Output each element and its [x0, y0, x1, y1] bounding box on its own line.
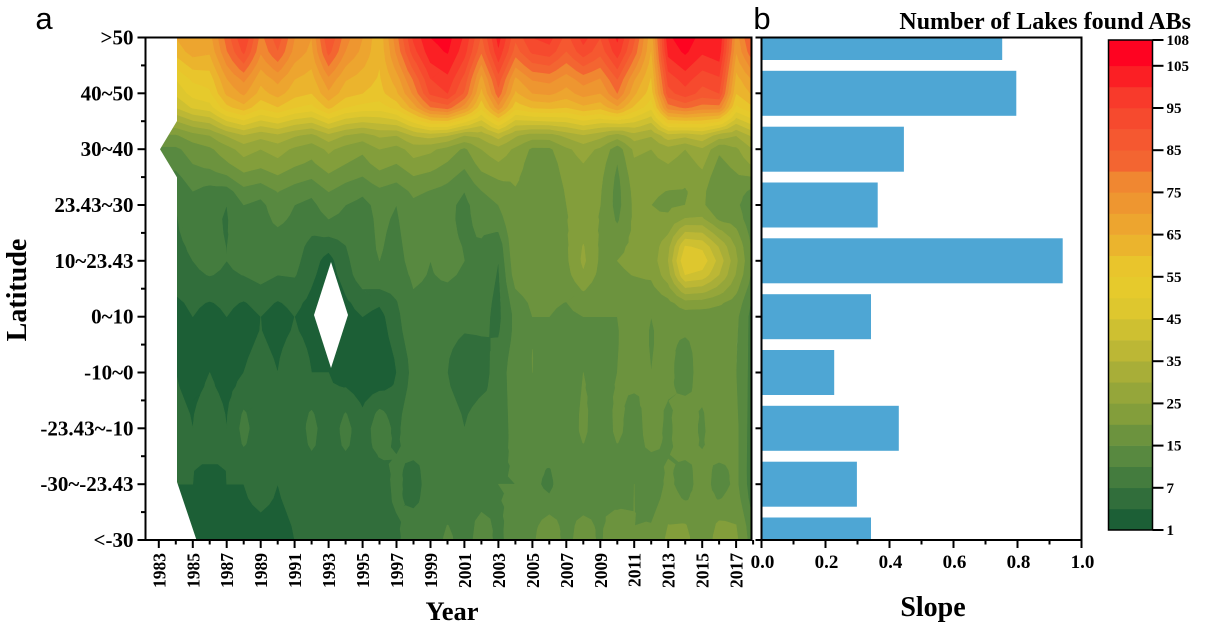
svg-text:105: 105	[1167, 59, 1190, 75]
svg-text:2017: 2017	[727, 553, 747, 588]
svg-text:0.4: 0.4	[879, 552, 903, 573]
svg-text:25: 25	[1167, 396, 1182, 412]
svg-text:1997: 1997	[387, 553, 407, 588]
svg-text:1989: 1989	[251, 553, 271, 588]
svg-text:2013: 2013	[659, 553, 679, 588]
svg-text:0.8: 0.8	[1007, 552, 1031, 573]
svg-text:>50: >50	[101, 26, 134, 50]
svg-text:Latitude: Latitude	[2, 239, 33, 342]
svg-text:b: b	[753, 1, 770, 36]
svg-text:40~50: 40~50	[81, 81, 134, 105]
svg-text:75: 75	[1167, 185, 1182, 201]
svg-text:35: 35	[1167, 354, 1182, 370]
svg-text:1985: 1985	[183, 553, 203, 588]
svg-text:1993: 1993	[319, 553, 339, 588]
svg-text:7: 7	[1167, 481, 1175, 497]
svg-text:1991: 1991	[285, 553, 305, 588]
svg-text:45: 45	[1167, 312, 1182, 328]
svg-text:Slope: Slope	[900, 592, 965, 623]
svg-text:15: 15	[1167, 439, 1182, 455]
svg-text:2001: 2001	[455, 553, 475, 588]
svg-text:30~40: 30~40	[81, 137, 134, 161]
svg-text:2005: 2005	[523, 553, 543, 588]
svg-text:a: a	[35, 1, 53, 36]
svg-text:2009: 2009	[591, 553, 611, 588]
svg-text:10~23.43: 10~23.43	[54, 249, 133, 273]
svg-text:0.6: 0.6	[943, 552, 967, 573]
svg-text:2015: 2015	[693, 553, 713, 588]
svg-text:1995: 1995	[353, 553, 373, 588]
svg-text:1983: 1983	[149, 553, 169, 588]
svg-text:23.43~30: 23.43~30	[54, 193, 133, 217]
svg-text:65: 65	[1167, 228, 1182, 244]
svg-text:-10~0: -10~0	[84, 361, 133, 385]
svg-text:2003: 2003	[489, 553, 509, 588]
svg-text:1: 1	[1167, 523, 1175, 539]
svg-text:Number of Lakes found ABs: Number of Lakes found ABs	[899, 9, 1191, 35]
svg-text:Year: Year	[426, 596, 479, 626]
svg-text:55: 55	[1167, 270, 1182, 286]
svg-text:2007: 2007	[557, 553, 577, 588]
svg-text:1999: 1999	[421, 553, 441, 588]
svg-text:1987: 1987	[217, 553, 237, 588]
svg-text:108: 108	[1167, 33, 1190, 49]
svg-text:0.0: 0.0	[751, 552, 775, 573]
svg-text:-30~-23.43: -30~-23.43	[40, 472, 133, 496]
svg-text:<-30: <-30	[94, 528, 134, 552]
svg-text:0~10: 0~10	[91, 305, 133, 329]
svg-text:95: 95	[1167, 101, 1182, 117]
svg-text:-23.43~-10: -23.43~-10	[40, 416, 133, 440]
svg-text:2011: 2011	[625, 553, 645, 587]
svg-text:1.0: 1.0	[1071, 552, 1095, 573]
svg-text:85: 85	[1167, 143, 1182, 159]
svg-text:0.2: 0.2	[815, 552, 839, 573]
